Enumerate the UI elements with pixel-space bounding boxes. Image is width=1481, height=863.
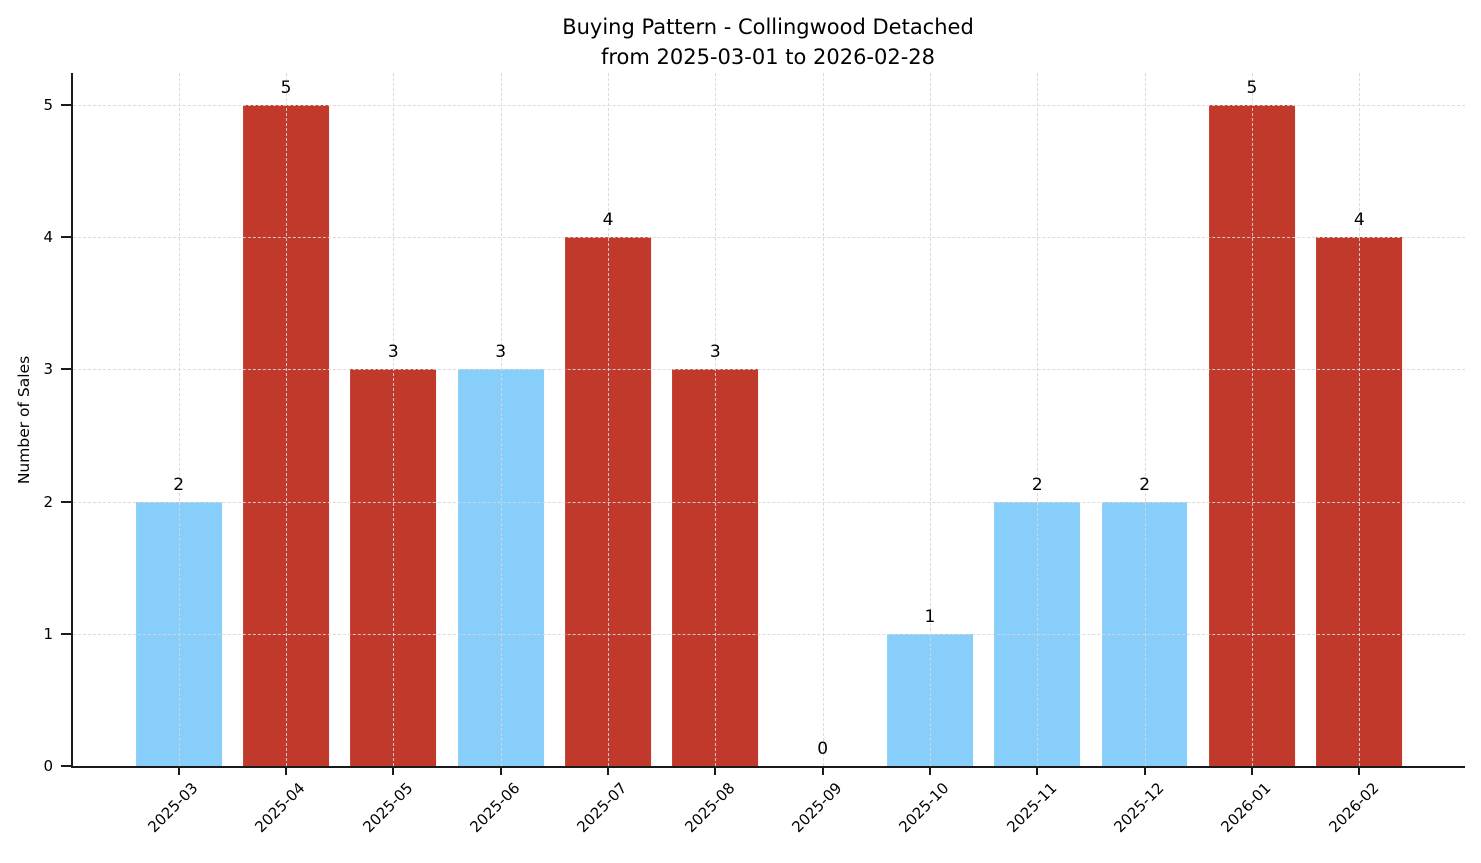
chart-title: Buying Pattern - Collingwood Detached fr… [72, 12, 1464, 72]
bar-2025-11 [994, 501, 1081, 766]
x-tick-mark [821, 768, 824, 775]
bar-value-label: 2 [1139, 474, 1151, 495]
x-tick-mark [392, 768, 395, 775]
x-tick-label: 2025-11 [1002, 779, 1061, 837]
plot-area: 2 2025-03 5 2025-04 3 2025-05 3 2025-06 4 2025-07… [71, 73, 1465, 836]
x-tick-mark [928, 768, 931, 775]
bar-value-label: 0 [817, 739, 829, 759]
bar-2025-06 [457, 369, 544, 766]
category-slot: 2 2025-03 [125, 73, 232, 836]
x-tick-label: 2025-12 [1110, 779, 1168, 837]
y-tick-label: 0 [43, 757, 53, 775]
y-tick-mark [61, 236, 71, 239]
bar-2026-02 [1316, 237, 1403, 766]
y-tick-mark [61, 632, 71, 635]
bars-row: 2 2025-03 5 2025-04 3 2025-05 3 2025-06 4 2025-07… [73, 73, 1465, 836]
y-tick-label: 5 [43, 96, 53, 114]
bar-value-label: 5 [1246, 78, 1258, 98]
x-tick-label: 2025-05 [359, 779, 417, 837]
bar-value-label: 3 [495, 342, 507, 363]
bar-2025-08 [672, 369, 759, 766]
category-slot: 2 2025-11 [984, 73, 1091, 836]
x-tick-label: 2025-07 [573, 779, 631, 837]
x-tick-label: 2025-06 [466, 779, 524, 837]
bar-value-label: 3 [709, 342, 721, 363]
x-tick-label: 2025-04 [251, 779, 309, 837]
bar-value-label: 2 [173, 474, 185, 495]
x-tick-mark [606, 768, 609, 775]
y-tick-mark [61, 368, 71, 371]
bar-2025-10 [887, 633, 973, 766]
x-tick-mark [499, 768, 502, 775]
x-tick-mark [1358, 768, 1361, 775]
bar-2025-07 [565, 237, 651, 766]
bar-value-label: 3 [387, 342, 399, 363]
category-slot: 2 2025-12 [1091, 73, 1198, 836]
category-slot: 4 2026-02 [1306, 73, 1413, 836]
y-tick-label: 1 [43, 624, 53, 643]
x-tick-mark [1143, 768, 1146, 775]
category-slot: 3 2025-05 [340, 73, 447, 836]
x-tick-label: 2026-02 [1324, 779, 1383, 837]
y-tick-label: 4 [43, 228, 53, 247]
x-tick-label: 2025-10 [895, 779, 953, 837]
bar-value-label: 4 [602, 210, 614, 231]
x-tick-mark [177, 768, 180, 775]
y-tick-label: 2 [43, 492, 53, 511]
category-slot: 0 2025-09 [769, 73, 876, 836]
y-tick-mark [61, 104, 71, 106]
vertical-gridline [822, 73, 824, 766]
y-tick-label: 3 [43, 360, 53, 379]
category-slot: 4 2025-07 [554, 73, 661, 836]
bar-2025-03 [135, 501, 222, 766]
bar-2026-01 [1209, 105, 1295, 766]
category-slot: 1 2025-10 [876, 73, 983, 836]
chart-title-line1: Buying Pattern - Collingwood Detached [562, 15, 974, 39]
bar-2025-05 [350, 369, 437, 766]
y-tick-mark [61, 500, 71, 503]
x-tick-mark [1036, 768, 1039, 775]
x-tick-label: 2025-09 [788, 779, 846, 837]
category-slot: 5 2025-04 [232, 73, 339, 836]
bar-2025-12 [1101, 501, 1188, 766]
y-tick-mark [61, 765, 71, 767]
y-axis: 0 1 2 3 4 5 [0, 73, 71, 775]
bar-value-label: 1 [924, 606, 936, 627]
chart-title-line2: from 2025-03-01 to 2026-02-28 [600, 45, 936, 69]
bar-value-label: 4 [1353, 210, 1365, 231]
x-tick-mark [1250, 768, 1253, 775]
category-slot: 3 2025-06 [447, 73, 554, 836]
category-slot: 5 2026-01 [1198, 73, 1305, 836]
bar-value-label: 2 [1031, 474, 1043, 495]
x-tick-mark [714, 768, 717, 775]
x-tick-label: 2025-03 [144, 779, 202, 837]
x-tick-label: 2025-08 [680, 779, 739, 837]
bar-2025-04 [243, 105, 329, 766]
x-tick-mark [284, 768, 287, 775]
x-tick-label: 2026-01 [1217, 779, 1275, 837]
category-slot: 3 2025-08 [662, 73, 769, 836]
bar-value-label: 5 [280, 78, 292, 98]
